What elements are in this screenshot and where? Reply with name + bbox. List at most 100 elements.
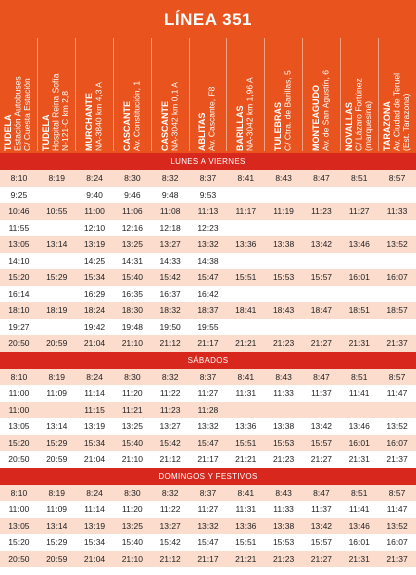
time-cell: 14:31 xyxy=(113,252,152,269)
column-header: MONTEAGUDO Av. de San Agustín, 6 xyxy=(302,38,341,151)
time-cell: 11:00 xyxy=(0,501,38,518)
time-cell: 11:06 xyxy=(113,203,152,220)
trip-row: 9:25 9:40 9:46 9:48 9:53 xyxy=(0,186,416,203)
time-cell: 13:19 xyxy=(75,418,114,435)
time-cell: 21:31 xyxy=(340,335,379,352)
trip-row: 20:50 20:59 21:04 21:10 21:12 21:17 21:21 21:23… xyxy=(0,451,416,468)
time-cell xyxy=(37,401,76,418)
time-cell: 21:21 xyxy=(226,550,265,567)
title: LÍNEA 351 xyxy=(164,10,252,29)
time-cell xyxy=(226,252,265,269)
time-cell: 13:52 xyxy=(378,517,416,534)
time-cell: 18:19 xyxy=(37,302,76,319)
time-cell: 11:15 xyxy=(75,401,114,418)
time-cell: 8:43 xyxy=(264,484,303,501)
time-cell: 8:10 xyxy=(0,484,38,501)
time-cell: 15:20 xyxy=(0,534,38,551)
time-cell: 13:36 xyxy=(226,517,265,534)
time-cell: 20:50 xyxy=(0,451,38,468)
time-cell: 15:47 xyxy=(189,269,227,286)
time-cell: 16:35 xyxy=(113,285,152,302)
time-cell: 8:47 xyxy=(302,170,341,187)
stop-name: Av. de San Agustín, 6 xyxy=(320,70,331,151)
time-cell: 13:42 xyxy=(302,236,341,253)
section-header: LUNES A VIERNES xyxy=(0,153,416,170)
time-cell: 16:01 xyxy=(340,434,379,451)
time-cell: 21:21 xyxy=(226,335,265,352)
time-cell: 21:27 xyxy=(302,550,341,567)
town-name: MONTEAGUDO xyxy=(310,85,321,151)
time-cell: 8:41 xyxy=(226,170,265,187)
time-cell: 15:29 xyxy=(37,269,76,286)
column-header: BARILLAS NA-3042 km 1,96 A xyxy=(226,38,265,151)
time-cell: 14:10 xyxy=(0,252,38,269)
time-cell: 21:10 xyxy=(113,451,152,468)
time-cell: 13:42 xyxy=(302,418,341,435)
time-cell: 13:27 xyxy=(151,236,190,253)
time-cell xyxy=(340,285,379,302)
time-cell: 18:10 xyxy=(0,302,38,319)
time-cell: 8:30 xyxy=(113,368,152,385)
time-cell: 15:29 xyxy=(37,434,76,451)
time-cell: 8:37 xyxy=(189,368,227,385)
time-cell: 11:23 xyxy=(302,203,341,220)
time-cell: 20:59 xyxy=(37,550,76,567)
column-header: CASCANTE Av. Constitución, 1 xyxy=(112,38,152,151)
time-cell: 8:19 xyxy=(37,170,76,187)
trip-row: 11:55 12:10 12:16 12:18 12:23 xyxy=(0,219,416,236)
trip-row: 8:10 8:19 8:24 8:30 8:32 8:37 8:41 8:43 8:47 8:51… xyxy=(0,170,416,187)
trip-row: 11:00 11:09 11:14 11:20 11:22 11:27 11:31 11:33… xyxy=(0,385,416,402)
time-cell xyxy=(302,252,341,269)
stop-name: (marquesina) xyxy=(362,100,373,151)
trip-row: 15:20 15:29 15:34 15:40 15:42 15:47 15:51 15:53… xyxy=(0,269,416,286)
time-cell: 21:27 xyxy=(302,451,341,468)
time-cell: 19:55 xyxy=(189,318,227,335)
time-cell xyxy=(226,219,265,236)
time-cell: 13:19 xyxy=(75,517,114,534)
stop-label: MONTEAGUDO Av. de San Agustín, 6 xyxy=(310,41,331,151)
stop-name: C/ Lázaro Fortúnez xyxy=(353,78,364,151)
column-headers: TUDELA Estación Autobuses C/ Cuesta Estaci… xyxy=(0,38,416,151)
time-cell: 13:46 xyxy=(340,517,379,534)
time-cell: 21:31 xyxy=(340,451,379,468)
time-cell xyxy=(264,285,303,302)
trip-row: 19:27 19:42 19:48 19:50 19:55 xyxy=(0,318,416,335)
time-cell: 11:41 xyxy=(340,501,379,518)
time-cell: 16:29 xyxy=(75,285,114,302)
time-cell xyxy=(37,186,76,203)
time-cell: 8:10 xyxy=(0,368,38,385)
time-cell: 15:51 xyxy=(226,269,265,286)
time-cell xyxy=(226,318,265,335)
section-title: SÁBADOS xyxy=(0,351,416,369)
stop-label: TUDELA Estación Autobuses C/ Cuesta Estaci… xyxy=(3,41,33,151)
stop-name: Av. Cascante, F8 xyxy=(206,86,217,151)
trip-row: 16:14 16:29 16:35 16:37 16:42 xyxy=(0,285,416,302)
time-cell: 14:25 xyxy=(75,252,114,269)
time-cell xyxy=(264,401,303,418)
time-cell: 11:33 xyxy=(264,501,303,518)
time-cell: 21:12 xyxy=(151,451,190,468)
time-cell: 19:27 xyxy=(0,318,38,335)
time-cell: 21:23 xyxy=(264,451,303,468)
stop-label: CASCANTE NA-3042 km 0,1 A xyxy=(160,41,180,151)
time-cell xyxy=(378,186,416,203)
time-cell: 11:31 xyxy=(226,385,265,402)
time-cell xyxy=(37,219,76,236)
time-cell: 21:04 xyxy=(75,550,114,567)
time-cell xyxy=(226,401,265,418)
time-cell: 11:27 xyxy=(340,203,379,220)
time-cell: 21:10 xyxy=(113,550,152,567)
time-cell: 19:42 xyxy=(75,318,114,335)
time-cell: 8:51 xyxy=(340,368,379,385)
time-cell: 15:51 xyxy=(226,534,265,551)
time-cell: 16:14 xyxy=(0,285,38,302)
stop-name: N-121-C km 2,8 xyxy=(60,91,71,151)
time-cell: 14:33 xyxy=(151,252,190,269)
time-cell: 13:27 xyxy=(151,517,190,534)
time-cell: 8:19 xyxy=(37,484,76,501)
time-cell: 21:04 xyxy=(75,335,114,352)
time-cell: 8:19 xyxy=(37,368,76,385)
time-cell: 8:57 xyxy=(378,170,416,187)
time-cell: 15:47 xyxy=(189,434,227,451)
time-cell: 15:53 xyxy=(264,434,303,451)
